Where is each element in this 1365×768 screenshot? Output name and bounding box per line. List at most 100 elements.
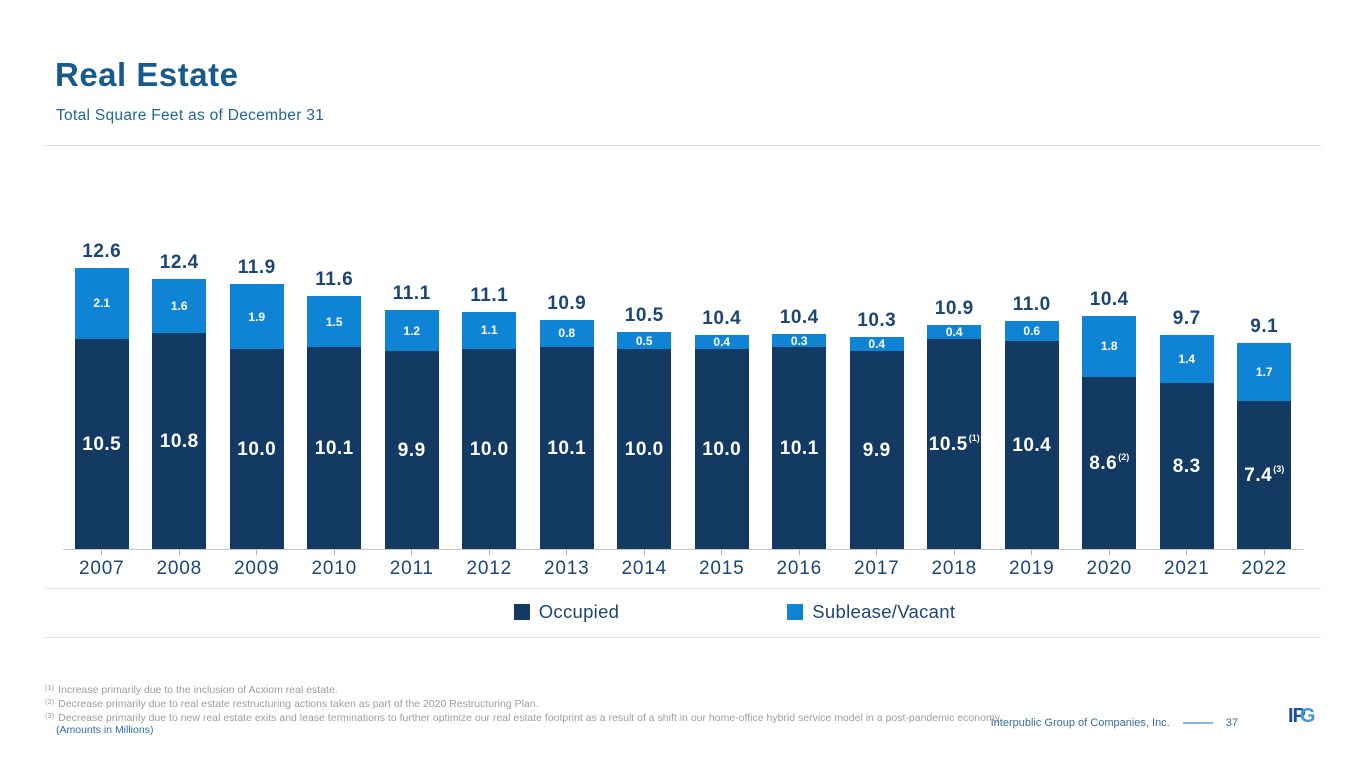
axis-tick — [721, 550, 723, 555]
x-axis-label: 2007 — [79, 558, 125, 579]
bar-value-label: 10.0 — [237, 438, 277, 460]
bar-segment-sublease: 0.4 — [849, 337, 904, 351]
x-axis-label: 2013 — [544, 558, 590, 579]
bar-segment-sublease: 0.4 — [927, 325, 982, 340]
chart-plot-area: 12.6 2.1 10.5 12.4 1.6 10.8 11.9 1.9 10.0 11.6 1.5… — [63, 228, 1303, 550]
x-axis-category: 2014 — [606, 550, 684, 580]
bar-value-label: 7.4(3) — [1244, 464, 1285, 486]
axis-tick — [1031, 550, 1033, 555]
bar-group: 11.9 1.9 10.0 — [218, 257, 296, 549]
bar-segment-sublease: 1.1 — [462, 311, 517, 349]
bar-value-label: 8.3 — [1172, 455, 1201, 477]
bar-value-label: 1.6 — [170, 298, 188, 313]
x-axis-category: 2016 — [761, 550, 839, 580]
axis-tick — [256, 550, 258, 555]
bar-segment-sublease: 0.5 — [617, 332, 672, 349]
x-axis-category: 2019 — [993, 550, 1071, 580]
x-axis-label: 2015 — [699, 558, 745, 579]
x-axis-label: 2016 — [776, 558, 822, 579]
legend-item: Occupied — [513, 601, 620, 623]
axis-tick — [488, 550, 490, 555]
axis-tick — [953, 550, 955, 555]
bar-value-label: 10.0 — [702, 438, 742, 460]
bar-group: 11.6 1.5 10.1 — [296, 269, 374, 549]
axis-tick — [1186, 550, 1188, 555]
x-axis-category: 2020 — [1071, 550, 1149, 580]
footnote-ref: (1) — [968, 433, 980, 443]
x-axis-category: 2018 — [916, 550, 994, 580]
legend-label: Sublease/Vacant — [812, 601, 956, 622]
bar-segment-sublease: 1.6 — [152, 278, 207, 333]
bar-group: 10.5 0.5 10.0 — [606, 305, 684, 549]
bar-value-label: 2.1 — [93, 296, 111, 311]
bar-segment-occupied: 9.9 — [849, 351, 904, 549]
bar-value-label: 10.5(1) — [928, 433, 980, 455]
axis-tick — [798, 550, 800, 555]
bar-value-label: 10.0 — [469, 438, 509, 460]
bar-segment-sublease: 1.4 — [1159, 335, 1214, 383]
footnote-marker: (2) — [45, 697, 55, 706]
x-axis: 2007 2008 2009 2010 2011 2012 2013 2014 2015 2016… — [63, 550, 1303, 580]
bar-segment-occupied: 10.5(1) — [927, 339, 982, 549]
x-axis-label: 2020 — [1086, 558, 1132, 579]
bar-value-label: 0.3 — [790, 333, 808, 348]
bar-segment-occupied: 10.0 — [617, 349, 672, 549]
bar-total-label: 12.4 — [159, 251, 199, 273]
bar-value-label: 0.4 — [713, 335, 731, 350]
footnote-text: Increase primarily due to the inclusion … — [58, 684, 338, 696]
legend-item: Sublease/Vacant — [787, 601, 955, 623]
bar-segment-sublease: 1.2 — [384, 310, 439, 351]
x-axis-category: 2012 — [451, 550, 529, 580]
bar-group: 10.4 1.8 8.6(2) — [1071, 289, 1149, 549]
x-axis-category: 2011 — [373, 550, 451, 580]
bar-value-label: 0.4 — [945, 325, 963, 340]
axis-tick — [411, 550, 413, 555]
bar-total-label: 10.3 — [857, 310, 897, 332]
x-axis-label: 2009 — [234, 558, 280, 579]
footnote-item: (2) Decrease primarily due to real estate… — [45, 696, 1002, 710]
bar-total-label: 11.6 — [315, 269, 354, 290]
x-axis-label: 2010 — [311, 558, 357, 579]
bar-segment-occupied: 10.8 — [152, 333, 207, 549]
x-axis-category: 2008 — [141, 550, 219, 580]
bar-group: 11.0 0.6 10.4 — [993, 294, 1071, 549]
bar-value-label: 10.0 — [624, 438, 664, 460]
bar-group: 9.1 1.7 7.4(3) — [1226, 316, 1304, 549]
x-axis-category: 2010 — [296, 550, 374, 580]
axis-tick — [566, 550, 568, 555]
bar-value-label: 10.1 — [314, 437, 354, 459]
x-axis-label: 2011 — [389, 558, 434, 579]
legend-items: Occupied Sublease/Vacant — [513, 601, 956, 623]
bar-segment-occupied: 7.4(3) — [1237, 401, 1292, 549]
bar-value-label: 1.8 — [1100, 339, 1118, 354]
bar-segment-sublease: 0.6 — [1004, 320, 1059, 341]
legend: Occupied Sublease/Vacant — [0, 601, 1365, 623]
page-title: Real Estate — [55, 56, 239, 93]
x-axis-label: 2019 — [1009, 558, 1055, 579]
x-axis-category: 2021 — [1148, 550, 1226, 580]
slide-footer: Interpublic Group of Companies, Inc. 37 — [991, 717, 1238, 729]
bar-group: 11.1 1.1 10.0 — [451, 285, 529, 549]
bar-chart: 12.6 2.1 10.5 12.4 1.6 10.8 11.9 1.9 10.0 11.6 1.5… — [63, 228, 1303, 580]
axis-tick — [643, 550, 645, 555]
bar-total-label: 9.1 — [1250, 316, 1279, 338]
x-axis-label: 2021 — [1164, 558, 1210, 579]
axis-tick — [1108, 550, 1110, 555]
legend-divider-bottom — [45, 637, 1321, 638]
bar-value-label: 9.9 — [397, 439, 426, 461]
title-divider — [45, 145, 1321, 146]
bar-total-label: 10.4 — [1089, 288, 1129, 310]
footnote-ref: (2) — [1118, 452, 1130, 462]
bar-group: 11.1 1.2 9.9 — [373, 283, 451, 549]
footer-divider-line — [1182, 722, 1213, 724]
bar-value-label: 1.5 — [325, 314, 343, 329]
bar-total-label: 11.1 — [392, 283, 431, 305]
bar-total-label: 9.7 — [1172, 308, 1201, 330]
bar-segment-occupied: 10.0 — [694, 349, 749, 549]
footnote-list: (1) Increase primarily due to the inclusi… — [45, 682, 1002, 736]
bar-segment-occupied: 8.3 — [1159, 383, 1214, 549]
footnote-ref: (3) — [1273, 464, 1285, 474]
bar-segment-sublease: 0.4 — [694, 335, 749, 350]
bar-group: 10.3 0.4 9.9 — [838, 310, 916, 549]
bar-segment-occupied: 10.4 — [1004, 341, 1059, 549]
